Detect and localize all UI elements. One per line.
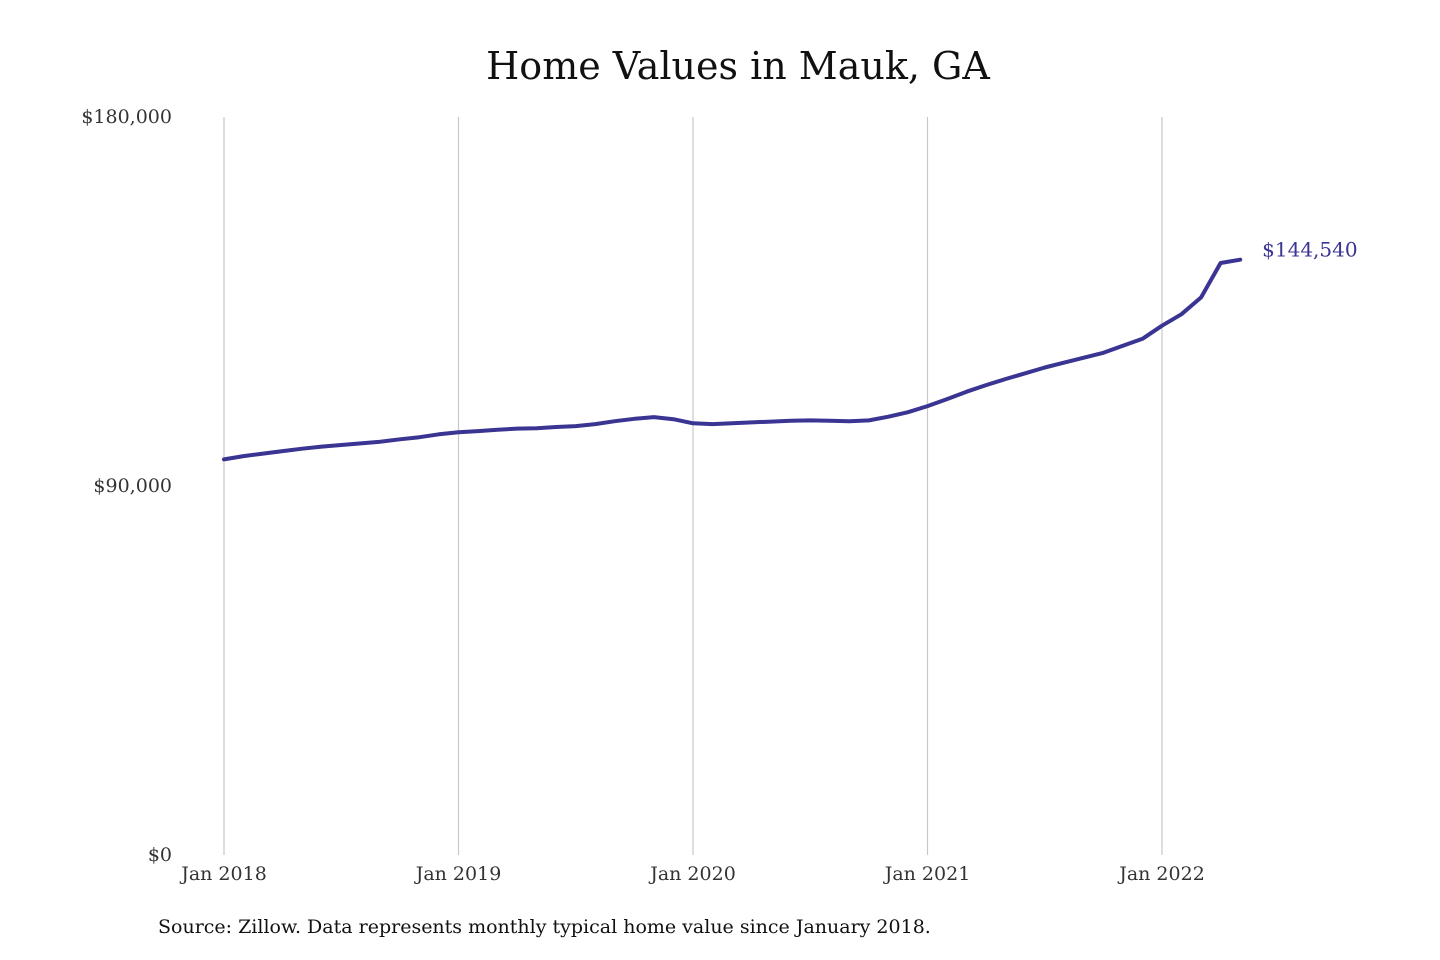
- y-tick-label: $0: [148, 844, 172, 866]
- series-line: [222, 257, 1243, 462]
- source-note: Source: Zillow. Data represents monthly …: [158, 916, 931, 938]
- end-value-label: $144,540: [1262, 238, 1357, 262]
- y-axis-ticks: $0 $90,000 $180,000: [81, 106, 172, 866]
- x-axis-ticks: Jan 2018 Jan 2019 Jan 2020 Jan 2021 Jan 2022: [179, 863, 1205, 885]
- data-labels: $144,540: [1262, 238, 1357, 262]
- x-tick-label: Jan 2021: [883, 863, 971, 885]
- chart-title: Home Values in Mauk, GA: [486, 44, 990, 88]
- y-tick-label: $180,000: [81, 106, 172, 128]
- series: [222, 257, 1243, 462]
- x-tick-label: Jan 2019: [414, 863, 502, 885]
- gridlines: [223, 117, 1163, 855]
- x-tick-label: Jan 2020: [648, 863, 736, 885]
- x-tick-label: Jan 2018: [179, 863, 267, 885]
- x-tick-label: Jan 2022: [1117, 863, 1205, 885]
- y-tick-label: $90,000: [93, 475, 172, 497]
